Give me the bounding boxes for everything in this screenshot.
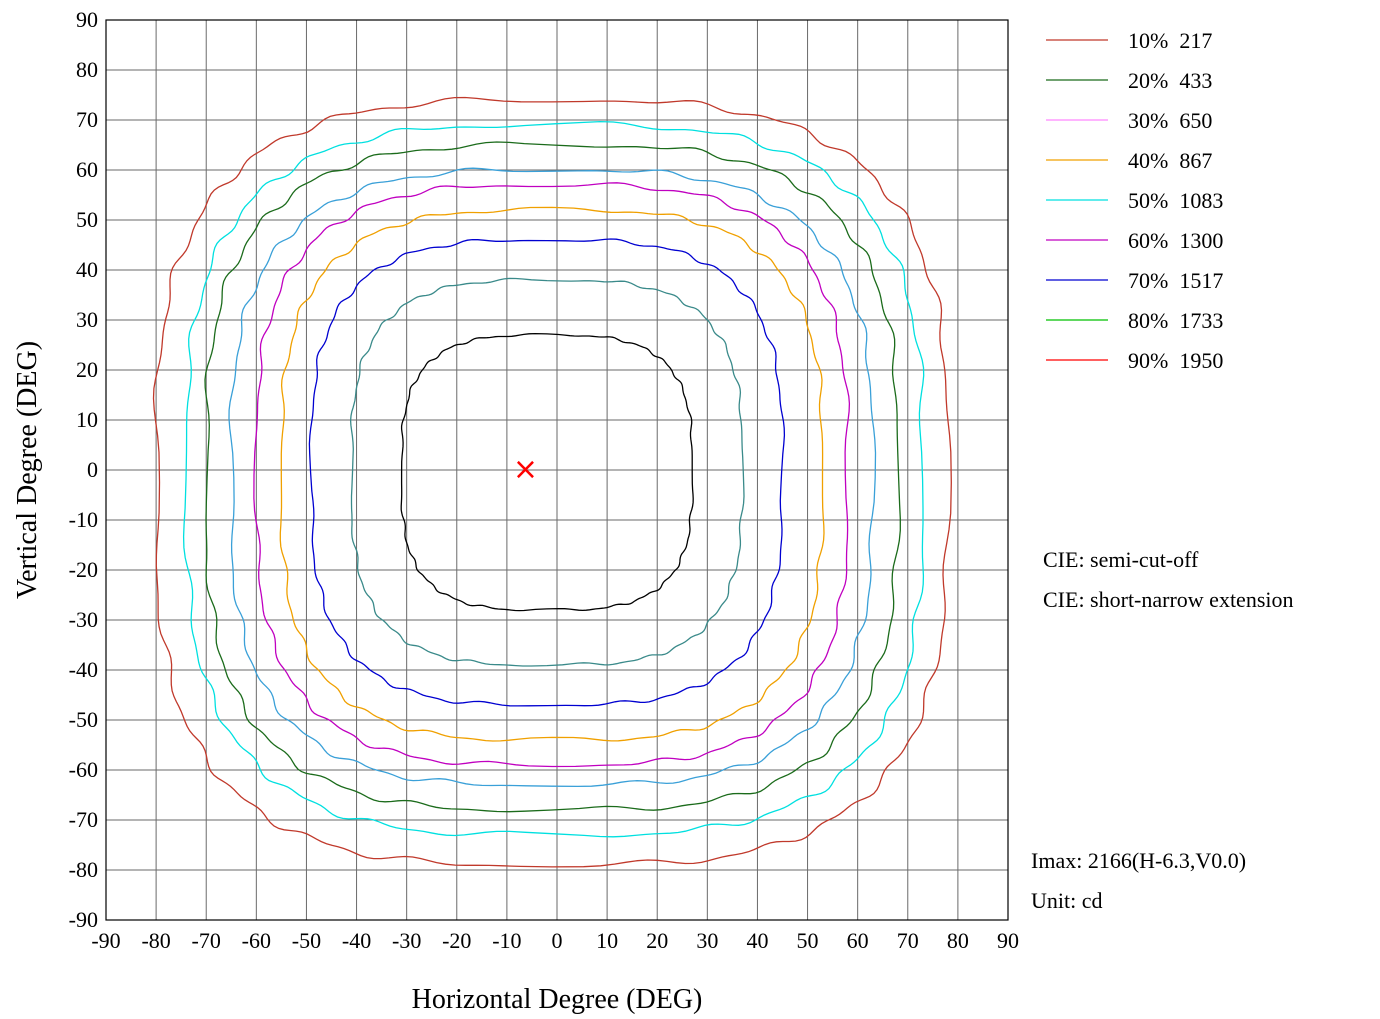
y-tick-labels: 90 80 70 60 50 40 30 20 10 0 -10 -20 -30 -40 -50 -60 -70… [69,7,98,932]
y-tick-label: 0 [87,457,98,482]
cie-semi-cut-off: CIE: semi-cut-off [1043,547,1199,572]
x-tick-label: -30 [392,928,421,953]
y-tick-label: -60 [69,757,98,782]
x-tick-labels: -90 -80 -70 -60 -50 -40 -30 -20 -10 0 10 20 30 40 50 60… [91,928,1019,953]
y-tick-label: -20 [69,557,98,582]
x-tick-label: 10 [596,928,618,953]
x-tick-label: -80 [141,928,170,953]
legend-label: 20% 433 [1128,68,1212,93]
contour-line [152,96,952,868]
y-tick-label: -30 [69,607,98,632]
y-tick-label: 50 [76,207,98,232]
x-tick-label: 40 [746,928,768,953]
y-tick-label: 20 [76,357,98,382]
x-tick-label: 60 [847,928,869,953]
contour-line [253,182,851,768]
x-tick-label: 0 [552,928,563,953]
legend-label: 90% 1950 [1128,348,1223,373]
y-tick-label: 70 [76,107,98,132]
y-tick-label: -80 [69,857,98,882]
x-tick-label: 90 [997,928,1019,953]
x-axis-title: Horizontal Degree (DEG) [412,984,703,1015]
y-tick-label: -70 [69,807,98,832]
y-tick-label: -90 [69,907,98,932]
x-tick-label: -10 [492,928,521,953]
max-marker: × [513,452,538,487]
y-tick-label: 30 [76,307,98,332]
y-axis-title: Vertical Degree (DEG) [12,341,43,599]
cie-short-narrow: CIE: short-narrow extension [1043,587,1294,612]
legend-label: 70% 1517 [1128,268,1223,293]
legend-label: 40% 867 [1128,148,1212,173]
contour-line [228,167,877,788]
y-tick-label: 40 [76,257,98,282]
contour-line [204,141,901,813]
x-tick-label: 80 [947,928,969,953]
y-tick-label: 80 [76,57,98,82]
x-tick-label: -60 [242,928,271,953]
contour-line [400,332,694,612]
contour-line [308,238,786,707]
x-tick-label: -90 [91,928,120,953]
legend-label: 60% 1300 [1128,228,1223,253]
unit-label: Unit: cd [1031,888,1103,913]
legend-label: 10% 217 [1128,28,1212,53]
legend-label: 80% 1733 [1128,308,1223,333]
x-tick-label: 30 [696,928,718,953]
contour-line [182,120,925,838]
x-tick-label: -40 [342,928,371,953]
y-tick-label: -50 [69,707,98,732]
contour-lines [152,96,952,868]
plot-border [105,19,1009,921]
max-marker-symbol: × [513,452,538,487]
x-tick-label: 20 [646,928,668,953]
y-tick-label: -10 [69,507,98,532]
legend-label: 30% 650 [1128,108,1212,133]
x-tick-label: -70 [192,928,221,953]
imax-label: Imax: 2166(H-6.3,V0.0) [1031,848,1246,873]
y-tick-label: 90 [76,7,98,32]
legend: 10% 217 20% 433 30% 650 40% 867 50% 1083 60% … [1046,28,1223,373]
x-tick-label: -50 [292,928,321,953]
y-tick-label: 60 [76,157,98,182]
x-tick-label: 70 [897,928,919,953]
legend-label: 50% 1083 [1128,188,1223,213]
y-tick-label: 10 [76,407,98,432]
contour-line [349,277,745,667]
x-tick-label: 50 [797,928,819,953]
x-tick-label: -20 [442,928,471,953]
contour-line [279,206,825,742]
y-tick-label: -40 [69,657,98,682]
